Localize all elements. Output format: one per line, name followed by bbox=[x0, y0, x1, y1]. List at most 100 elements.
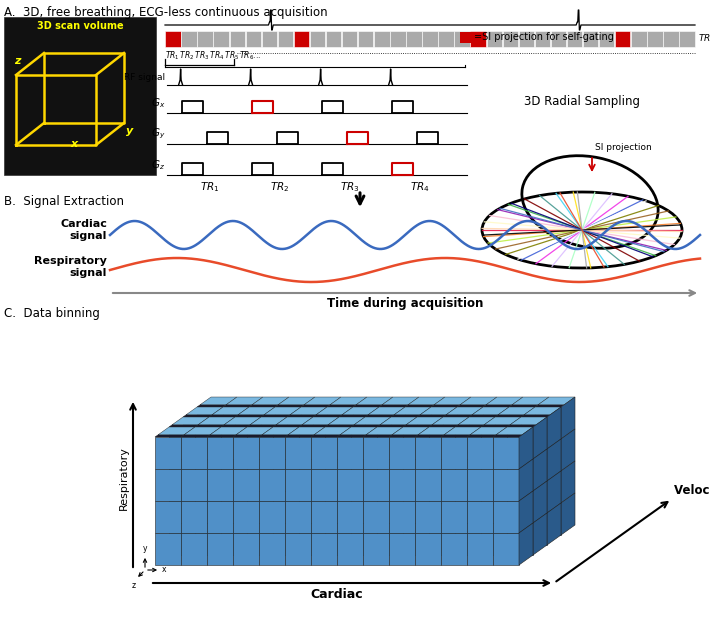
Polygon shape bbox=[377, 425, 406, 427]
Polygon shape bbox=[301, 405, 330, 407]
Bar bbox=[535, 31, 550, 47]
Text: y: y bbox=[126, 126, 133, 136]
Polygon shape bbox=[377, 427, 403, 459]
Polygon shape bbox=[235, 417, 261, 449]
Polygon shape bbox=[391, 449, 417, 481]
Polygon shape bbox=[249, 503, 275, 535]
Polygon shape bbox=[443, 415, 472, 417]
Polygon shape bbox=[155, 501, 181, 533]
Polygon shape bbox=[380, 417, 417, 425]
Polygon shape bbox=[415, 469, 441, 501]
Polygon shape bbox=[431, 407, 457, 439]
Polygon shape bbox=[408, 397, 445, 405]
Polygon shape bbox=[236, 427, 273, 435]
Bar bbox=[567, 31, 582, 47]
Bar bbox=[438, 31, 454, 47]
Polygon shape bbox=[212, 407, 249, 415]
Bar bbox=[246, 31, 261, 47]
Polygon shape bbox=[547, 439, 561, 481]
Polygon shape bbox=[509, 405, 538, 407]
Polygon shape bbox=[441, 469, 467, 501]
Text: 3D scan volume: 3D scan volume bbox=[37, 21, 124, 31]
Polygon shape bbox=[287, 481, 313, 513]
Polygon shape bbox=[521, 415, 550, 417]
Text: $G_z$: $G_z$ bbox=[151, 158, 165, 172]
Polygon shape bbox=[420, 407, 457, 415]
Polygon shape bbox=[368, 407, 405, 415]
Polygon shape bbox=[330, 397, 367, 405]
Polygon shape bbox=[481, 491, 507, 523]
Polygon shape bbox=[535, 471, 561, 503]
Text: Velocity Encode: Velocity Encode bbox=[674, 484, 710, 497]
Bar bbox=[615, 31, 630, 47]
Text: C.  Data binning: C. Data binning bbox=[4, 307, 100, 320]
Polygon shape bbox=[391, 417, 417, 449]
Polygon shape bbox=[389, 501, 415, 533]
Polygon shape bbox=[561, 429, 575, 471]
Polygon shape bbox=[339, 415, 368, 417]
Polygon shape bbox=[535, 439, 561, 471]
Polygon shape bbox=[275, 503, 301, 535]
Text: =SI projection for self-gating: =SI projection for self-gating bbox=[474, 32, 614, 42]
Polygon shape bbox=[431, 405, 460, 407]
Polygon shape bbox=[394, 407, 431, 415]
Text: $\mathit{TR_3}$: $\mathit{TR_3}$ bbox=[340, 180, 360, 194]
Polygon shape bbox=[259, 469, 285, 501]
Polygon shape bbox=[221, 491, 247, 523]
Polygon shape bbox=[493, 533, 519, 565]
Bar bbox=[422, 31, 438, 47]
Polygon shape bbox=[247, 459, 273, 491]
Polygon shape bbox=[275, 439, 301, 471]
Polygon shape bbox=[417, 449, 443, 481]
Polygon shape bbox=[561, 461, 575, 503]
Polygon shape bbox=[181, 437, 207, 469]
Polygon shape bbox=[377, 459, 403, 491]
Polygon shape bbox=[304, 397, 341, 405]
Polygon shape bbox=[429, 523, 455, 555]
Polygon shape bbox=[443, 481, 469, 513]
Polygon shape bbox=[365, 513, 391, 545]
Polygon shape bbox=[275, 407, 301, 439]
Polygon shape bbox=[169, 491, 195, 523]
Polygon shape bbox=[403, 523, 429, 555]
Polygon shape bbox=[467, 469, 493, 501]
Polygon shape bbox=[377, 491, 403, 523]
Polygon shape bbox=[252, 397, 289, 405]
Polygon shape bbox=[299, 491, 325, 523]
Polygon shape bbox=[406, 417, 443, 425]
Polygon shape bbox=[313, 417, 339, 449]
Text: 3D Radial Sampling: 3D Radial Sampling bbox=[524, 95, 640, 108]
Polygon shape bbox=[431, 503, 457, 535]
Polygon shape bbox=[519, 459, 533, 501]
Polygon shape bbox=[415, 437, 441, 469]
Polygon shape bbox=[247, 491, 273, 523]
Bar bbox=[358, 31, 373, 47]
Polygon shape bbox=[547, 407, 561, 449]
Polygon shape bbox=[351, 425, 380, 427]
Polygon shape bbox=[353, 405, 382, 407]
Polygon shape bbox=[327, 471, 353, 503]
Polygon shape bbox=[273, 491, 299, 523]
Polygon shape bbox=[547, 503, 561, 545]
Polygon shape bbox=[443, 513, 469, 545]
Polygon shape bbox=[469, 417, 495, 449]
Polygon shape bbox=[392, 427, 429, 435]
Text: z: z bbox=[14, 56, 21, 66]
Polygon shape bbox=[249, 405, 278, 407]
Polygon shape bbox=[301, 471, 327, 503]
Polygon shape bbox=[469, 513, 495, 545]
Polygon shape bbox=[403, 425, 432, 427]
Polygon shape bbox=[195, 491, 221, 523]
Polygon shape bbox=[507, 459, 533, 491]
Bar bbox=[181, 31, 197, 47]
Polygon shape bbox=[325, 491, 351, 523]
Text: $\mathit{TR_n}$: $\mathit{TR_n}$ bbox=[698, 32, 710, 45]
Polygon shape bbox=[158, 427, 195, 435]
Polygon shape bbox=[353, 503, 379, 535]
Bar bbox=[471, 31, 486, 47]
Polygon shape bbox=[181, 469, 207, 501]
Polygon shape bbox=[405, 439, 431, 471]
Polygon shape bbox=[365, 449, 391, 481]
Text: A.  3D, free breathing, ECG-less continuous acquisition: A. 3D, free breathing, ECG-less continuo… bbox=[4, 6, 327, 19]
Polygon shape bbox=[181, 501, 207, 533]
